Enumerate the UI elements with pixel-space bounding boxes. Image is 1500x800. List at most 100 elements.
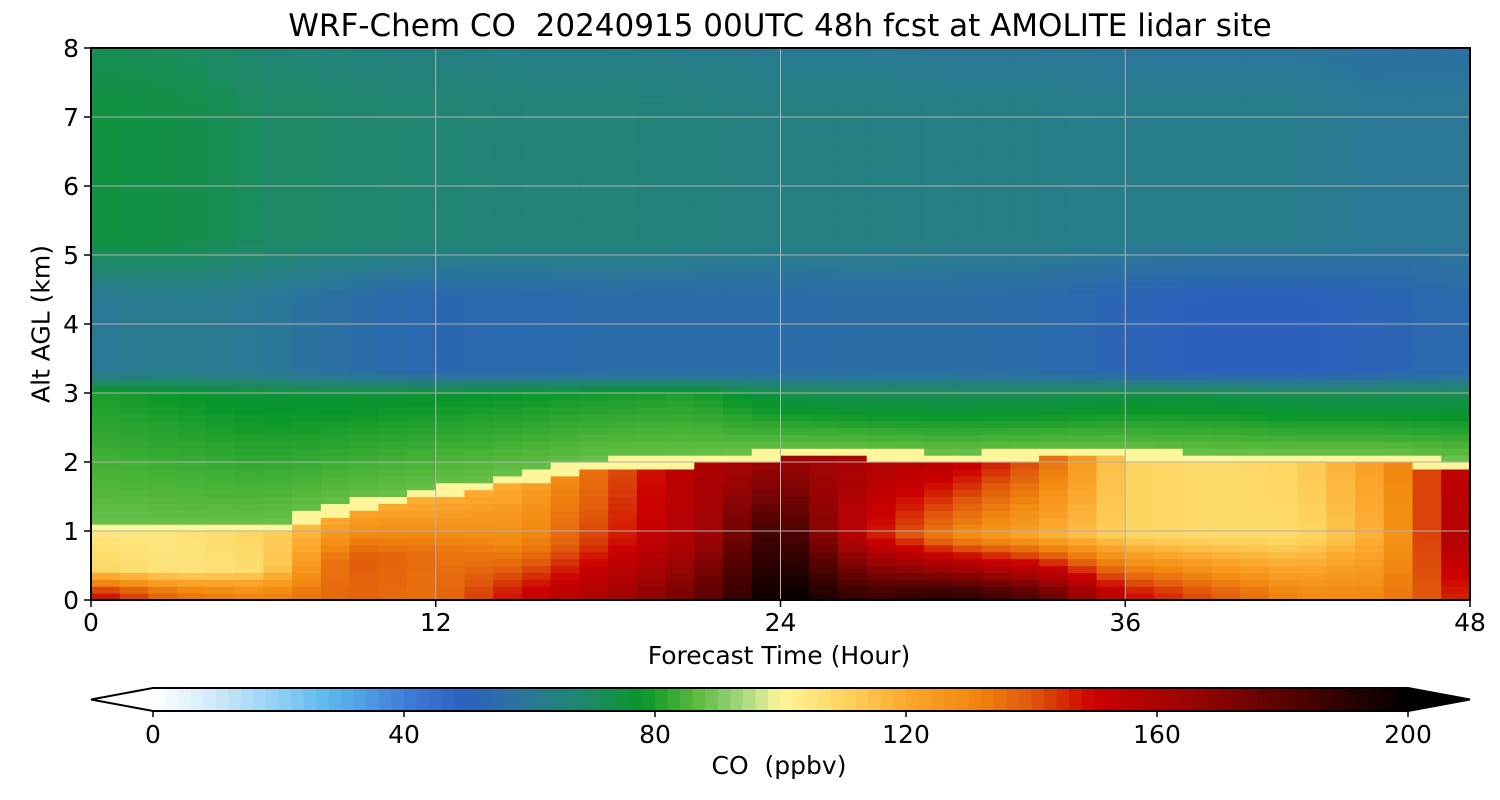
heatmap-cell: [809, 386, 839, 394]
heatmap-cell: [119, 503, 150, 511]
heatmap-cell: [1039, 296, 1069, 304]
heatmap-cell: [148, 296, 178, 304]
heatmap-cell: [780, 344, 810, 353]
heatmap-cell: [1182, 96, 1213, 104]
heatmap-cell: [636, 75, 667, 84]
heatmap-cell: [694, 551, 724, 560]
heatmap-cell: [579, 89, 609, 97]
heatmap-cell: [723, 558, 753, 567]
heatmap-cell: [177, 393, 207, 401]
heatmap-cell: [751, 537, 782, 546]
heatmap-cell: [1211, 358, 1241, 366]
heatmap-cell: [493, 282, 523, 291]
heatmap-cell: [866, 379, 897, 387]
heatmap-cell: [521, 565, 552, 573]
heatmap-cell: [119, 551, 150, 560]
heatmap-cell: [349, 330, 379, 339]
heatmap-cell: [1355, 427, 1385, 435]
heatmap-cell: [205, 427, 236, 435]
heatmap-cell: [263, 151, 293, 159]
heatmap-cell: [809, 462, 839, 470]
heatmap-cell: [665, 296, 695, 304]
heatmap-cell: [1125, 158, 1155, 166]
heatmap-cell: [1182, 289, 1213, 297]
heatmap-cell: [521, 420, 552, 429]
heatmap-cell: [1096, 289, 1126, 297]
heatmap-cell: [320, 565, 351, 573]
heatmap-cell: [1010, 462, 1040, 470]
heatmap-cell: [636, 462, 667, 470]
heatmap-cell: [1096, 234, 1126, 242]
heatmap-cell: [636, 186, 667, 194]
heatmap-cell: [837, 117, 868, 125]
heatmap-cell: [493, 82, 523, 90]
heatmap-cell: [320, 358, 351, 366]
heatmap-cell: [205, 441, 236, 449]
heatmap-cell: [1268, 110, 1299, 118]
heatmap-cell: [866, 544, 897, 553]
heatmap-cell: [1326, 455, 1356, 463]
heatmap-cell: [636, 441, 667, 449]
heatmap-cell: [608, 179, 638, 187]
heatmap-cell: [234, 441, 264, 449]
heatmap-cell: [1240, 572, 1270, 580]
heatmap-cell: [665, 441, 695, 449]
heatmap-cell: [1240, 558, 1270, 567]
heatmap-cell: [952, 551, 983, 560]
heatmap-cell: [665, 524, 695, 532]
heatmap-cell: [234, 489, 264, 498]
heatmap-cell: [148, 427, 178, 435]
heatmap-cell: [320, 75, 351, 84]
heatmap-cell: [636, 192, 667, 201]
heatmap-cell: [665, 192, 695, 201]
heatmap-cell: [263, 206, 293, 215]
heatmap-cell: [1326, 420, 1356, 429]
heatmap-cell: [1412, 317, 1442, 325]
heatmap-cell: [292, 434, 322, 442]
heatmap-cell: [263, 544, 293, 553]
heatmap-cell: [780, 82, 810, 90]
heatmap-cell: [952, 303, 983, 311]
heatmap-cell: [1383, 441, 1414, 449]
heatmap-cell: [1125, 503, 1155, 511]
heatmap-cell: [493, 586, 523, 594]
heatmap-cell: [1125, 192, 1155, 201]
heatmap-cell: [1326, 496, 1356, 504]
colorbar-segment: [906, 688, 920, 711]
heatmap-cell: [1297, 234, 1327, 242]
heatmap-cell: [119, 261, 150, 270]
heatmap-cell: [694, 358, 724, 366]
heatmap-cell: [1096, 351, 1126, 360]
heatmap-cell: [1412, 296, 1442, 304]
heatmap-cell: [1067, 572, 1098, 580]
heatmap-cell: [493, 406, 523, 415]
heatmap-cell: [952, 337, 983, 346]
heatmap-cell: [119, 593, 150, 600]
heatmap-cell: [952, 158, 983, 166]
heatmap-cell: [91, 475, 121, 484]
heatmap-cell: [464, 317, 494, 325]
heatmap-cell: [378, 241, 408, 249]
heatmap-cell: [148, 248, 178, 256]
heatmap-cell: [1211, 48, 1241, 56]
heatmap-cell: [1010, 158, 1040, 166]
colorbar-segment: [1345, 688, 1359, 711]
heatmap-cell: [464, 186, 494, 194]
heatmap-cell: [809, 165, 839, 173]
heatmap-cell: [1297, 268, 1327, 277]
heatmap-cell: [1211, 475, 1241, 484]
heatmap-cell: [636, 130, 667, 139]
heatmap-cell: [464, 103, 494, 111]
heatmap-cell: [464, 324, 494, 332]
colorbar-segment: [1332, 688, 1346, 711]
heatmap-cell: [378, 144, 408, 153]
heatmap-cell: [119, 565, 150, 573]
heatmap-cell: [1211, 420, 1241, 429]
heatmap-cell: [780, 427, 810, 435]
heatmap-cell: [1383, 296, 1414, 304]
heatmap-cell: [435, 296, 466, 304]
heatmap-cell: [320, 330, 351, 339]
heatmap-cell: [809, 61, 839, 70]
heatmap-cell: [1268, 317, 1299, 325]
heatmap-cell: [1153, 586, 1184, 594]
